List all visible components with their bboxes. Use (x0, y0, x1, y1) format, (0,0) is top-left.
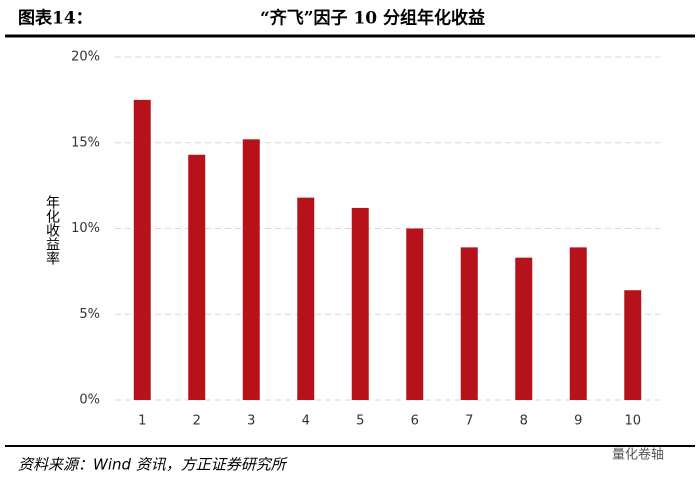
x-tick-label: 4 (302, 414, 310, 429)
bar (188, 154, 206, 400)
bar (569, 247, 587, 400)
chart-title: “齐飞”因子 10 分组年化收益 (260, 8, 485, 29)
y-tick-label: 5% (79, 307, 100, 322)
x-tick-label: 2 (193, 414, 201, 429)
x-tick-label: 9 (574, 414, 582, 429)
x-tick-label: 8 (520, 414, 528, 429)
y-axis-label: 年化收益率 (44, 195, 60, 265)
y-tick-label: 0% (79, 393, 100, 408)
figure-label: 图表14： (18, 8, 93, 29)
x-tick-label: 5 (356, 414, 364, 429)
y-tick-label: 10% (71, 221, 100, 236)
x-tick-label: 10 (624, 414, 641, 429)
x-tick-label: 3 (247, 414, 255, 429)
bar (297, 197, 315, 400)
y-tick-label: 20% (71, 50, 100, 65)
bar (624, 290, 642, 400)
bar (460, 247, 478, 400)
bar (133, 99, 151, 400)
watermark: 量化卷轴 (612, 447, 664, 463)
bar (406, 228, 424, 400)
source: 资料来源：Wind 资讯，方正证券研究所 (18, 456, 288, 474)
bar (515, 257, 533, 400)
bar (242, 139, 260, 400)
x-tick-label: 6 (411, 414, 419, 429)
x-tick-label: 7 (465, 414, 473, 429)
bar (351, 207, 369, 400)
y-tick-label: 15% (71, 135, 100, 150)
x-tick-label: 1 (138, 414, 146, 429)
